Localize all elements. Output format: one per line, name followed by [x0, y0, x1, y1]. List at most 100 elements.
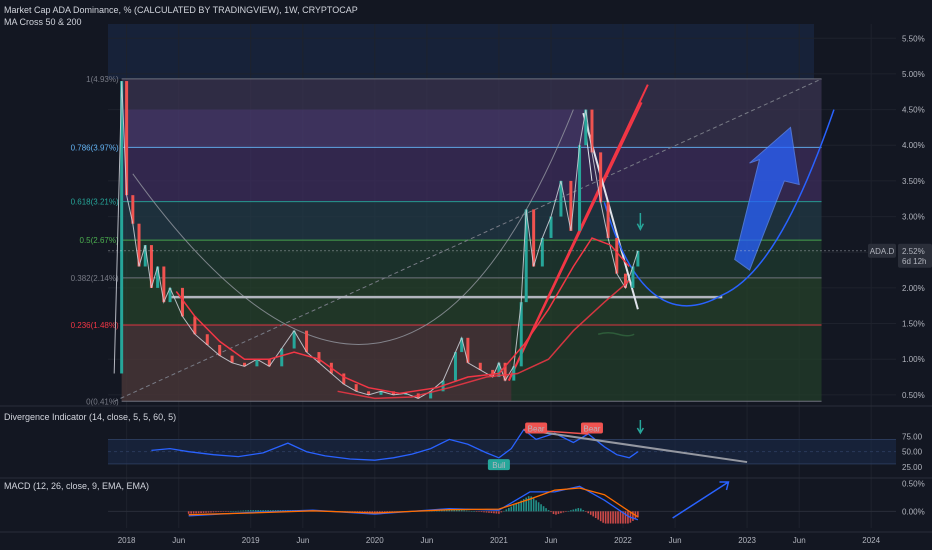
ma200-line	[337, 280, 630, 400]
time-tick-3: Jun	[296, 536, 309, 545]
time-tick-7: Jun	[545, 536, 558, 545]
macd-bar-147	[552, 511, 555, 515]
dashed-diagonal	[113, 78, 822, 402]
candle-55	[636, 250, 640, 267]
macd-bar-33	[269, 510, 272, 512]
macd-bar-139	[532, 498, 535, 512]
fib-band-3	[121, 240, 822, 278]
fib-label-3: 0.5(2.67%)	[80, 236, 119, 245]
macd-bar-152	[565, 511, 567, 512]
macd-bar-168	[604, 511, 607, 524]
macd-bar-27	[254, 510, 257, 512]
cup-arc	[132, 109, 574, 345]
candle-51	[606, 202, 610, 238]
macd-bar-21	[239, 510, 242, 512]
candle-48	[584, 109, 588, 146]
time-tick-10: 2023	[738, 536, 756, 545]
fib-band-0	[121, 78, 822, 148]
candle-21	[317, 352, 321, 363]
candle-9	[168, 287, 172, 303]
time-tick-11: Jun	[793, 536, 806, 545]
price-tick-7: 2.00%	[902, 284, 925, 293]
up-arrow-big	[734, 126, 800, 271]
macd-bar-131	[512, 504, 515, 512]
macd-bar-155	[572, 509, 575, 512]
macd-bar-142	[540, 504, 542, 512]
macd-bar-158	[580, 508, 582, 512]
candle-32	[453, 352, 457, 381]
candle-16	[255, 359, 259, 367]
symbol-tag-box	[868, 243, 896, 258]
candle-13	[218, 344, 222, 356]
time-tick-4: 2020	[366, 536, 384, 545]
candle-47	[578, 145, 582, 231]
down-arrow-div	[636, 420, 645, 435]
bull-label: Bull	[492, 461, 506, 470]
macd-bar-179	[632, 511, 634, 521]
macd-bar-115	[473, 511, 475, 512]
macd-bar-7	[205, 511, 207, 513]
macd-bar-19	[235, 510, 237, 512]
macd-bar-13	[220, 511, 222, 512]
macd-bar-35	[274, 510, 277, 512]
divergence-pane: Bull Bear Bear 75.00 50.00 25.00	[0, 405, 932, 472]
time-tick-1: Jun	[172, 536, 185, 545]
macd-bar-143	[542, 506, 545, 512]
candle-35	[478, 362, 482, 370]
bear-label-1-box	[525, 422, 548, 434]
macd-bar-14	[222, 511, 225, 512]
macd-bar-151	[562, 511, 565, 513]
bear-label-2: Bear	[584, 424, 601, 433]
time-axis[interactable]: 2018 Jun 2019 Jun 2020 Jun 2021 Jun 2022 Jun 2023 J…	[0, 531, 932, 545]
macd-bar-2	[192, 511, 195, 514]
macd-bar-129	[508, 507, 510, 512]
candle-33	[460, 337, 464, 353]
signal-line	[188, 487, 639, 518]
candle-7	[156, 266, 160, 288]
macd-bar-153	[567, 510, 570, 512]
candle-30	[429, 391, 433, 399]
macd-bar-177	[627, 511, 629, 524]
price-tag-box	[898, 243, 932, 268]
macd-bar-136	[525, 497, 527, 512]
macd-bar-112	[465, 510, 468, 512]
main-series	[113, 81, 640, 400]
macd-bar-172	[614, 511, 617, 524]
bear-label-2-box	[580, 422, 603, 434]
macd-bar-6	[202, 511, 205, 513]
macd-bar-181	[637, 511, 639, 518]
macd-bar-122	[490, 511, 493, 514]
macd-bar-140	[535, 500, 537, 512]
candle-43	[540, 237, 544, 267]
div-tick-2: 25.00	[902, 463, 923, 472]
macd-bar-10	[212, 511, 215, 513]
candle-38	[503, 362, 507, 381]
macd-bar-28	[257, 510, 259, 512]
macd-label[interactable]: MACD (12, 26, close, 9, EMA, EMA)	[4, 481, 150, 491]
macd-bar-126	[500, 511, 503, 513]
price-tick-3: 4.00%	[902, 141, 925, 150]
candle-34	[466, 337, 470, 363]
macd-bar-31	[264, 510, 267, 512]
candle-49	[590, 109, 594, 153]
macd-bar-130	[510, 506, 513, 512]
macd-bar-125	[498, 511, 500, 514]
squiggle	[597, 331, 635, 337]
macd-bar-5	[200, 511, 202, 514]
price-tick-4: 3.50%	[902, 177, 925, 186]
divergence-label[interactable]: Divergence Indicator (14, close, 5, 5, 6…	[4, 412, 177, 422]
macd-tick-1: 0.00%	[902, 507, 925, 516]
macd-bar-119	[483, 511, 485, 513]
fib-label-5: 0.236(1.48%)	[71, 321, 119, 330]
macd-bar-132	[515, 503, 518, 512]
macd-bar-156	[575, 508, 577, 512]
candle-27	[391, 391, 395, 395]
top-blue-region	[108, 24, 814, 79]
fib-label-2: 0.618(3.21%)	[71, 198, 119, 207]
macd-bar-134	[520, 500, 523, 512]
macd-bar-17	[230, 511, 232, 512]
macd-bar-18	[232, 511, 235, 512]
fib-label-4: 0.382(2.14%)	[71, 274, 119, 283]
ma-cross-label[interactable]: MA Cross 50 & 200	[4, 17, 82, 27]
